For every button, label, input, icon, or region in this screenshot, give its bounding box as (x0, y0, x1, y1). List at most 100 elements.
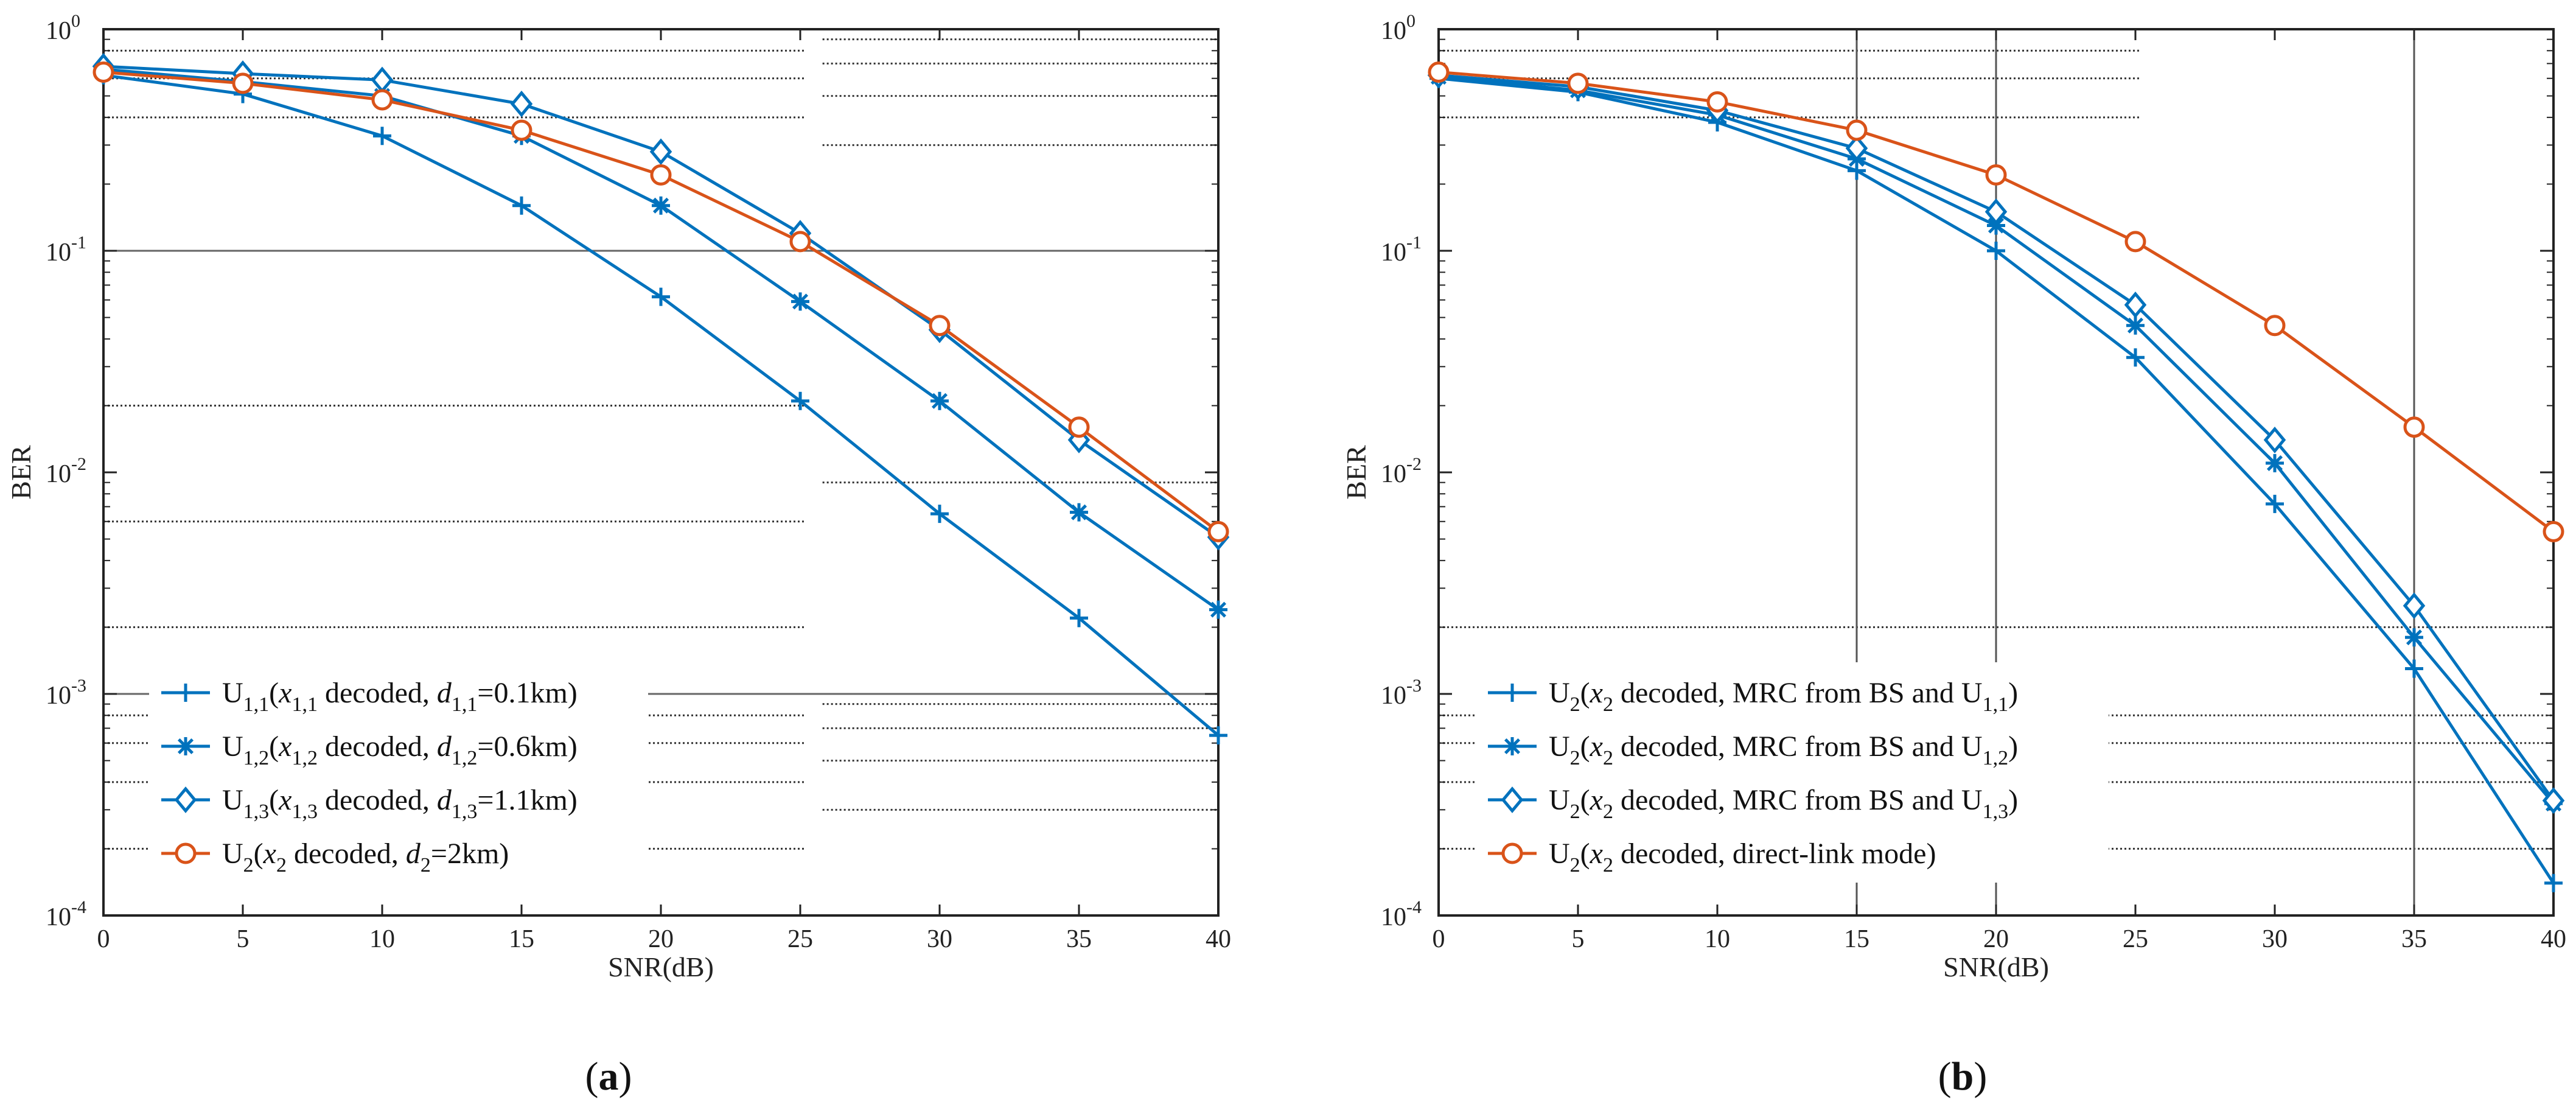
panel-caption: (b) (1938, 1054, 1988, 1099)
data-point (1985, 164, 2007, 186)
y-tick-label: 10-3 (1381, 676, 1422, 710)
data-point (2403, 416, 2425, 438)
data-point (1068, 416, 1090, 438)
series-circle (92, 61, 1229, 542)
data-point (929, 315, 951, 337)
x-tick-label: 0 (97, 925, 110, 953)
data-point (2264, 315, 2286, 337)
x-tick-label: 35 (1066, 925, 1092, 953)
x-tick-label: 5 (1572, 925, 1585, 953)
y-tick-label: 10-1 (1381, 233, 1422, 267)
y-tick-label: 100 (1381, 11, 1415, 45)
x-axis-label: SNR(dB) (1943, 951, 2049, 982)
data-point (1984, 198, 2008, 225)
legend-marker (176, 737, 195, 755)
x-axis-label: SNR(dB) (608, 951, 714, 982)
legend-label: U2(x2 decoded, MRC from BS and U1,2) (1549, 730, 2018, 769)
data-point (2266, 453, 2284, 472)
data-point (1845, 135, 1868, 162)
legend-marker (175, 842, 197, 864)
data-point (649, 138, 672, 166)
data-point (1567, 72, 1589, 94)
panel-caption: (a) (585, 1054, 632, 1099)
y-tick-label: 10-3 (46, 676, 86, 710)
legend-box (1476, 662, 2109, 883)
data-point (2405, 628, 2423, 647)
y-axis-label: BER (5, 445, 37, 500)
legend-marker (1503, 737, 1521, 755)
data-point (789, 231, 811, 253)
data-point (2266, 494, 2284, 513)
data-point (1207, 520, 1229, 542)
x-tick-label: 40 (2541, 925, 2566, 953)
data-point (2543, 520, 2564, 542)
legend-marker (1503, 684, 1521, 702)
legend-label: U2(x2 decoded, direct-link mode) (1549, 838, 1936, 877)
data-point (1209, 600, 1227, 619)
x-tick-label: 25 (2123, 925, 2148, 953)
data-point (1987, 216, 2005, 235)
data-point (1987, 242, 2005, 260)
legend-marker (1501, 786, 1524, 813)
x-tick-label: 0 (1433, 925, 1445, 953)
legend-marker (176, 684, 195, 702)
legend-marker (1501, 842, 1523, 864)
data-point (1428, 61, 1450, 83)
data-point (791, 391, 809, 410)
legend-label: U1,2(x1,2 decoded, d1,2=0.6km) (222, 730, 578, 769)
data-point (232, 72, 254, 94)
data-point (2544, 873, 2563, 892)
legend-marker (174, 786, 197, 813)
data-point (652, 196, 670, 215)
y-axis-label: BER (1341, 445, 1372, 500)
x-tick-label: 30 (2262, 925, 2288, 953)
x-tick-label: 25 (787, 925, 813, 953)
x-tick-label: 20 (648, 925, 674, 953)
legend-label: U2(x2 decoded, d2=2km) (222, 838, 509, 877)
y-tick-label: 10-4 (1381, 897, 1422, 931)
data-point (1070, 503, 1088, 522)
data-point (1209, 726, 1227, 745)
legend-label: U1,3(x1,3 decoded, d1,3=1.1km) (222, 784, 578, 823)
series-circle (1428, 61, 2564, 542)
data-point (512, 196, 531, 215)
panel-b: 0 5 10 15 20 25 30 35 40 100 10-1 10-2 10-3 10-4 SNR(d… (1341, 11, 2566, 1099)
data-point (791, 292, 809, 311)
x-tick-label: 40 (1206, 925, 1231, 953)
y-tick-label: 100 (46, 11, 80, 45)
data-point (371, 66, 394, 94)
data-point (652, 287, 670, 306)
data-point (1706, 91, 1728, 113)
y-tick-label: 10-1 (46, 233, 86, 267)
data-point (92, 61, 114, 83)
data-point (1846, 119, 1868, 141)
x-tick-label: 15 (509, 925, 534, 953)
data-point (2126, 316, 2145, 335)
data-point (2124, 291, 2147, 318)
legend-label: U2(x2 decoded, MRC from BS and U1,3) (1549, 784, 2018, 823)
legend-label: U2(x2 decoded, MRC from BS and U1,1) (1549, 677, 2018, 716)
data-point (2126, 348, 2145, 367)
x-tick-label: 5 (237, 925, 250, 953)
data-point (2403, 592, 2426, 620)
data-point (510, 90, 533, 117)
dotted-grid (103, 38, 1218, 850)
data-point (650, 164, 672, 186)
panel-a: 0 5 10 15 20 25 30 35 40 100 10-1 10-2 10-3 10-4 SNR(d… (5, 11, 1231, 1099)
data-point (2124, 231, 2146, 253)
data-point (511, 119, 532, 141)
x-tick-label: 35 (2401, 925, 2427, 953)
x-tick-label: 30 (927, 925, 952, 953)
data-point (2542, 787, 2565, 814)
x-tick-label: 20 (1983, 925, 2009, 953)
y-tick-label: 10-2 (1381, 454, 1422, 488)
legend-label: U1,1(x1,1 decoded, d1,1=0.1km) (222, 677, 578, 716)
legend-box (149, 662, 648, 883)
data-point (1070, 609, 1088, 628)
legend: U1,1(x1,1 decoded, d1,1=0.1km) U1,2(x1,2 … (149, 662, 648, 883)
y-tick-label: 10-2 (46, 454, 86, 488)
x-tick-label: 15 (1844, 925, 1869, 953)
y-tick-label: 10-4 (46, 897, 86, 931)
data-point (371, 89, 393, 111)
